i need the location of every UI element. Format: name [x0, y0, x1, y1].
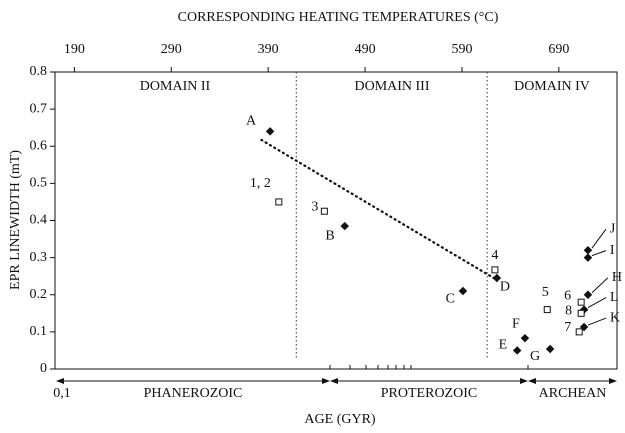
point-label: B: [325, 228, 334, 243]
point-label: I: [610, 243, 615, 258]
y-tick-label: 0.5: [30, 176, 48, 191]
y-tick-label: 0.4: [30, 213, 48, 228]
point: [512, 346, 522, 355]
point-label: C: [446, 291, 455, 306]
point-label: J: [610, 221, 616, 236]
top-tick-label: 690: [548, 42, 569, 57]
point: [583, 245, 593, 255]
top-tick-label: 490: [355, 42, 376, 57]
top-axis-title: CORRESPONDING HEATING TEMPERATURES (°C): [178, 10, 499, 25]
leader-line: [587, 297, 607, 309]
point-label: 8: [565, 304, 572, 319]
y-axis-title: EPR LINEWIDTH (mT): [8, 150, 23, 290]
y-tick-label: 0.7: [30, 101, 48, 116]
point: [275, 198, 283, 206]
point-label: 3: [311, 199, 318, 214]
trend-line: [260, 138, 498, 281]
y-tick-label: 0.8: [30, 64, 48, 79]
point: [340, 221, 349, 231]
point: [520, 333, 530, 343]
y-tick-label: 0.6: [30, 138, 48, 153]
top-tick-label: 190: [64, 42, 85, 57]
point-label: 1, 2: [250, 176, 271, 191]
point-label: 6: [564, 288, 571, 303]
era-label: PROTEROZOIC: [381, 386, 477, 401]
leader-line: [591, 250, 607, 257]
point-label: E: [499, 338, 508, 353]
domain-label: DOMAIN II: [140, 79, 211, 94]
point: [545, 344, 555, 354]
era-label: PHANEROZOIC: [144, 386, 243, 401]
x-start-label: 0,1: [53, 386, 71, 401]
top-tick-label: 390: [258, 42, 279, 57]
point: [583, 253, 593, 262]
point: [583, 290, 593, 299]
leader-line: [587, 317, 607, 326]
point: [577, 298, 585, 306]
point: [577, 309, 585, 317]
y-tick-label: 0.2: [30, 287, 48, 302]
point-label: A: [246, 114, 257, 129]
plot-frame: [54, 71, 618, 370]
point: [491, 266, 499, 274]
point-label: 4: [491, 248, 498, 263]
y-tick-label: 0.1: [30, 324, 48, 339]
point-label: G: [530, 349, 540, 364]
point-label: 7: [564, 320, 571, 335]
era-label: ARCHEAN: [539, 386, 607, 401]
point-label: L: [610, 290, 619, 305]
point-label: F: [512, 316, 520, 331]
y-tick-label: 0.3: [30, 250, 48, 265]
point: [265, 127, 275, 136]
point: [575, 328, 583, 336]
point: [543, 306, 551, 314]
top-tick-label: 290: [161, 42, 182, 57]
leader-line: [591, 277, 609, 294]
point: [320, 207, 328, 215]
domain-label: DOMAIN IV: [514, 79, 590, 94]
x-axis-title: AGE (GYR): [304, 412, 375, 427]
point-label: 5: [542, 285, 549, 300]
point: [458, 286, 468, 296]
point: [492, 273, 502, 283]
point-label: K: [610, 310, 620, 325]
point-label: D: [500, 279, 510, 294]
point-label: H: [612, 270, 622, 285]
y-tick-label: 0: [40, 361, 47, 376]
leader-line: [591, 228, 607, 249]
domain-label: DOMAIN III: [354, 79, 429, 94]
top-tick-label: 590: [451, 42, 472, 57]
